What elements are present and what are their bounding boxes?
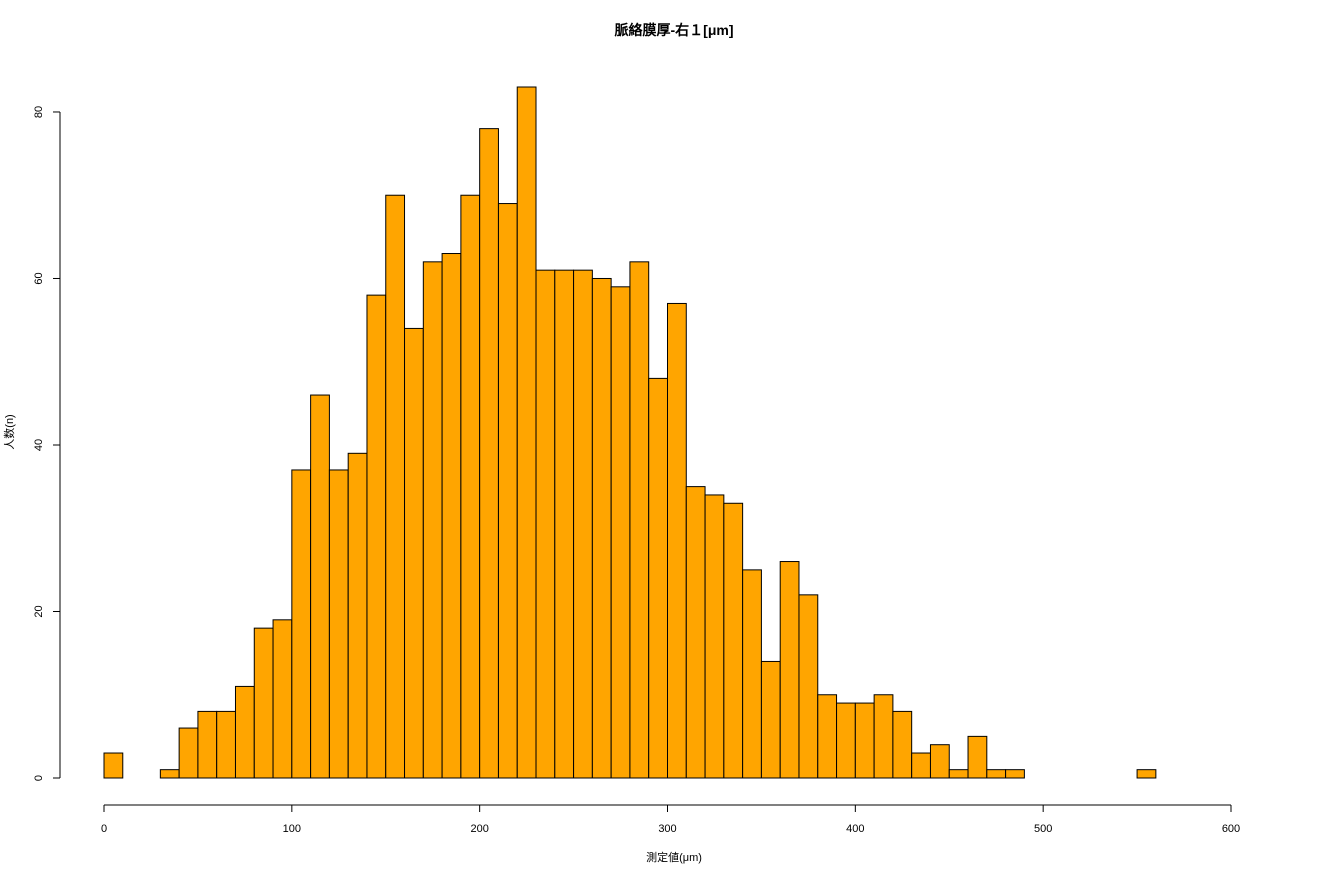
y-tick-label: 40 xyxy=(33,439,45,451)
y-tick-label: 80 xyxy=(33,106,45,118)
histogram-bar xyxy=(667,302,687,779)
histogram-bar xyxy=(779,561,800,779)
bars-group xyxy=(103,86,1157,779)
histogram-bar xyxy=(516,86,537,779)
histogram-bar xyxy=(291,469,312,779)
histogram-bar xyxy=(911,752,931,779)
histogram-bar xyxy=(760,660,781,779)
histogram-bar xyxy=(610,286,631,779)
histogram-bar xyxy=(742,569,762,779)
histogram-bar xyxy=(892,710,913,779)
histogram-bar xyxy=(685,486,706,779)
histogram-bar xyxy=(535,269,556,779)
y-tick-label: 60 xyxy=(33,272,45,284)
histogram-bar xyxy=(1136,769,1157,779)
histogram-bar xyxy=(310,394,330,779)
histogram-bar xyxy=(272,619,293,779)
histogram-bar xyxy=(1005,769,1025,779)
histogram-bar xyxy=(929,744,950,779)
histogram-bar xyxy=(328,469,349,779)
histogram-bar xyxy=(216,710,236,779)
histogram-bar xyxy=(404,327,424,779)
histogram-bar xyxy=(573,269,593,779)
histogram-bar xyxy=(704,494,725,779)
x-tick-label: 300 xyxy=(658,823,676,835)
histogram-bar xyxy=(441,253,462,779)
histogram-bar xyxy=(234,685,255,779)
x-axis: 0 100 200 300 400 500 600 xyxy=(101,804,1240,835)
histogram-bar xyxy=(986,769,1007,779)
histogram-bar xyxy=(554,269,575,779)
histogram-bar xyxy=(967,735,988,779)
x-tick-label: 500 xyxy=(1034,823,1052,835)
histogram-bar xyxy=(817,694,838,779)
histogram-bar xyxy=(948,769,969,779)
histogram-bar xyxy=(629,261,650,779)
x-tick-label: 0 xyxy=(101,823,107,835)
y-tick-label: 0 xyxy=(33,775,45,781)
histogram-bar xyxy=(591,277,612,779)
x-tick-label: 200 xyxy=(470,823,488,835)
y-axis: 0 20 40 60 80 xyxy=(33,106,61,781)
histogram-bar xyxy=(798,594,819,779)
histogram-bar xyxy=(648,377,668,779)
x-tick-label: 400 xyxy=(846,823,864,835)
histogram-bar xyxy=(836,702,856,779)
chart-title: 脈絡膜厚-右１[μm] xyxy=(615,22,734,38)
y-axis-label: 人数(n) xyxy=(3,414,16,449)
histogram-bar xyxy=(873,694,894,779)
histogram-bar xyxy=(854,702,875,779)
y-tick-label: 20 xyxy=(33,605,45,617)
histogram-bar xyxy=(178,727,199,779)
histogram-bar xyxy=(723,502,744,779)
histogram-bar xyxy=(479,128,499,779)
histogram-bar xyxy=(422,261,443,779)
x-axis-label: 測定値(μm) xyxy=(646,850,702,864)
histogram-bar xyxy=(347,452,368,779)
histogram-bar xyxy=(103,752,124,779)
histogram-bar xyxy=(366,294,387,779)
histogram-bar xyxy=(460,194,481,779)
x-tick-label: 100 xyxy=(283,823,301,835)
histogram-bar xyxy=(159,769,180,779)
histogram-bar xyxy=(197,710,218,779)
x-tick-label: 600 xyxy=(1222,823,1240,835)
histogram-bar xyxy=(253,627,274,779)
histogram-bar xyxy=(385,194,406,779)
histogram-bar xyxy=(497,203,518,779)
